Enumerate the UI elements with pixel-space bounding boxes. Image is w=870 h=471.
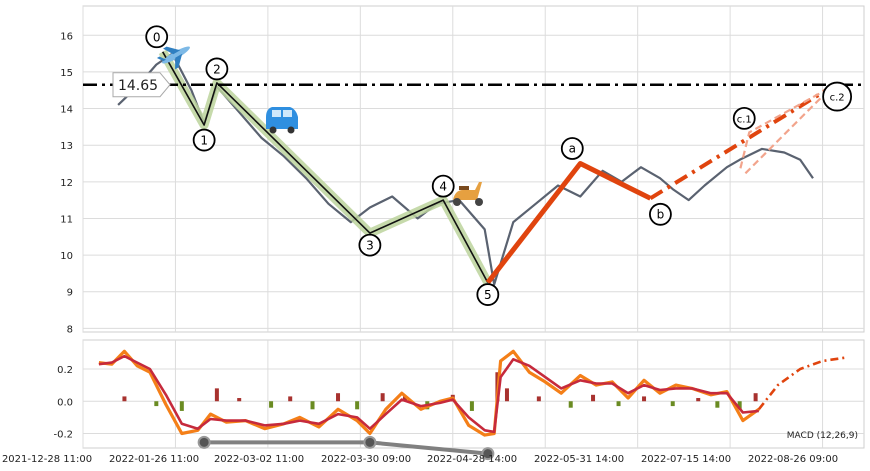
level-label-box [112, 72, 171, 98]
wave-label-circle [822, 81, 853, 112]
airplane-body [162, 46, 190, 64]
price-y-tick-label: 9 [67, 288, 73, 299]
impulse-wave-line [162, 51, 489, 283]
wave-label: 3 [366, 239, 374, 253]
correction-wave-ab [485, 161, 652, 285]
price-y-tick-label: 8 [67, 324, 73, 335]
macd-histogram-bar [310, 401, 315, 410]
macd-histogram-bar [469, 401, 474, 411]
macd-histogram-bar [122, 396, 127, 402]
price-y-tick-label: 14 [60, 105, 73, 116]
x-axis: 2021-12-28 11:00 2022-01-26 11:00 2022-03-… [2, 454, 838, 465]
macd-histogram-bar [696, 398, 701, 402]
wave-label: b [657, 207, 665, 221]
wave-label: a [569, 142, 576, 156]
price-y-tick-label: 16 [60, 31, 73, 42]
macd-y-tick-label: 0.0 [57, 397, 73, 408]
scooter-body [453, 182, 482, 200]
divergence-marker [197, 435, 211, 449]
macd-histogram-bar [568, 401, 573, 408]
x-tick-label: 2022-01-26 11:00 [109, 454, 199, 465]
wave-label: 0 [153, 30, 161, 44]
macd-plot-area [82, 339, 865, 449]
macd-projection-line [757, 356, 846, 411]
wave-label-circle [649, 202, 672, 226]
macd-histogram-bar [402, 396, 407, 402]
macd-histogram-bar [536, 396, 541, 402]
x-tick-label: 2022-07-15 14:00 [641, 454, 731, 465]
price-plot-area [82, 5, 865, 333]
price-y-tick-label: 13 [60, 141, 73, 152]
wave-label-circle [145, 25, 169, 49]
scooter-wheel [453, 198, 461, 206]
macd-histogram-bar [642, 396, 647, 402]
wave-label: 5 [484, 288, 492, 302]
scooter-wheel [475, 198, 483, 206]
car-window [272, 110, 281, 117]
price-y-tick-label: 10 [60, 251, 73, 262]
price-y-tick-label: 12 [60, 178, 73, 189]
macd-histogram-bar [616, 401, 621, 407]
macd-histogram-bar [269, 401, 274, 408]
car-icon [266, 107, 298, 134]
wave-label-circle [192, 128, 216, 152]
scooter-icon [453, 182, 483, 206]
correction-wave-c-projection [649, 84, 834, 201]
macd-histogram-bar [179, 401, 184, 411]
macd-line [98, 349, 760, 437]
signal-line [98, 354, 759, 434]
car-wheel [269, 126, 277, 134]
airplane-wings [163, 46, 183, 70]
x-tick-label: 2022-03-30 09:00 [321, 454, 411, 465]
car-body [266, 107, 298, 129]
divergence-marker [481, 447, 495, 461]
wave-label-circle [431, 174, 455, 198]
x-tick-label: 2022-08-26 09:00 [748, 454, 838, 465]
projection-fan-upper [739, 85, 833, 169]
wave-label-circle [476, 283, 500, 306]
macd-histogram-bar [591, 394, 596, 402]
car-window [283, 110, 292, 117]
airplane-tail [156, 56, 166, 62]
macd-histogram-bar [214, 388, 219, 402]
wave-label-circle [358, 233, 382, 257]
macd-histogram-bar [237, 398, 242, 402]
macd-histogram-bar [336, 393, 341, 402]
macd-legend: MACD (12,26,9) [787, 431, 858, 441]
projection-fan-lower [744, 85, 833, 175]
x-tick-label: 2021-12-28 11:00 [2, 454, 92, 465]
wave-label: 2 [213, 62, 221, 76]
wave-label: 4 [439, 180, 447, 194]
divergence-marker [363, 435, 377, 449]
macd-histogram-bar [355, 401, 360, 410]
macd-histogram-bar [154, 401, 159, 407]
macd-histogram-bar [715, 401, 720, 408]
x-tick-label: 2022-04-28 14:00 [427, 454, 517, 465]
macd-histogram-bar [504, 388, 509, 402]
macd-histogram-bar [670, 401, 675, 407]
macd-y-tick-label: -0.2 [53, 429, 73, 440]
x-tick-label: 2022-05-31 14:00 [534, 454, 624, 465]
airplane-icon [156, 46, 190, 70]
level-label: 14.65 [118, 78, 158, 94]
wave-label-circle [560, 137, 584, 160]
price-y-tick-label: 11 [60, 214, 73, 225]
wave-label-circle [732, 106, 756, 130]
wave-label: c.2 [830, 93, 845, 104]
macd-panel: 0.2 0.0 -0.2 MACD (12,26,9) [53, 339, 865, 461]
macd-histogram-bar [737, 401, 742, 410]
scooter-seat [459, 186, 469, 190]
price-y-tick-label: 15 [60, 68, 73, 79]
wave-label: 1 [200, 134, 208, 148]
macd-histogram-bar [753, 393, 758, 402]
macd-y-tick-label: 0.2 [57, 365, 73, 376]
car-wheel [287, 126, 295, 134]
macd-histogram-bar [380, 393, 385, 402]
macd-histogram-bar [288, 396, 293, 402]
wave-label-circle [205, 57, 229, 81]
x-tick-label: 2022-03-02 11:00 [214, 454, 304, 465]
wave-label: c.1 [737, 114, 752, 125]
